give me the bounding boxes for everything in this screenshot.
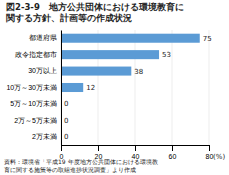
tick: 60 [169,145,177,160]
grid-line [209,30,210,145]
data-label: 75 [203,35,212,43]
axis-label: (%) [213,153,225,161]
bars [61,34,200,92]
axis-line [61,31,62,146]
data-label: 38 [134,68,143,76]
footnote: 資料：環境省「平成19 年度地方公共団体における環境教 [4,158,158,166]
data-label: 0 [64,117,68,125]
y-axis: 都道府県政令指定都市 30万以上 10万～30万未満 5万～10万未満 2万～5万未満 2… [6,31,61,146]
tick-label: 5万～10万未満 [10,100,57,107]
tick: 5万～10万未満 [10,100,61,107]
bar [61,34,200,43]
title: 関する方針、計画等の作成状況 [6,13,132,23]
tick-label: 都道府県 [29,34,57,41]
bar [61,67,131,76]
grid [61,30,209,145]
tick-mark [209,145,210,151]
tick-label: 30万以上 [28,67,57,74]
bar [61,83,83,92]
plot: 020406080都道府県政令指定都市30万以上10万～30万未満5万～10万未… [6,30,225,161]
grid-line [61,30,62,145]
data-label: 12 [86,84,95,92]
tick: 2万未満 [32,133,61,140]
data-label: 0 [64,100,68,108]
tick-label: 2万～5万未満 [14,117,57,124]
tick-label: 政令指定都市 [15,51,57,59]
data-label: 53 [162,51,171,59]
grid-line [172,30,173,145]
data-labels: 75 53 38 12 0 0 0 [64,35,212,142]
tick-mark [98,145,99,151]
data-label: 0 [64,133,68,141]
chart: 図2-3-9 地方公共団体における環境教育に関する方針、計画等の作成状況0204… [0,0,229,175]
tick-mark [172,145,173,151]
grid-line [135,30,136,145]
tick: 2万～5万未満 [14,117,61,124]
bar [61,50,159,59]
grid-line [98,30,99,145]
footnote: 育に関する施策等の取組進捗状況調査」より作成 [4,166,136,174]
tick-mark [61,145,62,151]
tick-label: 10万～30万未満 [6,84,57,91]
tick-mark [135,145,136,151]
tick-label: 2万未満 [32,133,57,140]
tick: 10万～30万未満 [6,84,61,91]
tick: 30万以上 [28,67,61,74]
tick: 都道府県 [29,34,61,41]
tick-label: 60 [169,153,177,160]
title: 図2-3-9 地方公共団体における環境教育に [6,1,184,12]
tick: 政令指定都市 [15,51,61,59]
